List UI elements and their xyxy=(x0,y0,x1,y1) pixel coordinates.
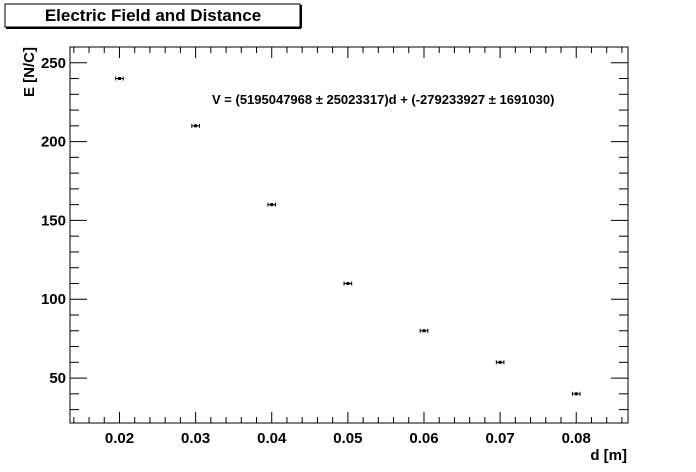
point-marker xyxy=(117,77,121,81)
x-tick-label: 0.07 xyxy=(486,430,515,447)
y-tick-label: 50 xyxy=(49,370,66,387)
x-axis: 0.02 0.03 0.04 0.05 0.06 0.07 0.08 xyxy=(73,47,623,447)
x-tick-label: 0.06 xyxy=(409,430,438,447)
point-marker xyxy=(346,281,350,285)
chart-title: Electric Field and Distance xyxy=(45,6,261,25)
data-series xyxy=(115,76,581,396)
y-tick-label: 200 xyxy=(41,134,66,151)
data-point xyxy=(343,281,353,286)
y-axis-title: E [N/C] xyxy=(21,47,38,97)
data-point xyxy=(191,123,200,128)
plot-frame xyxy=(69,46,629,424)
x-axis-title: d [m] xyxy=(590,447,627,464)
data-point xyxy=(267,202,277,207)
data-point xyxy=(495,360,505,365)
data-point xyxy=(115,76,124,81)
fit-annotation: V = (5195047968 ± 25023317)d + (-2792339… xyxy=(212,92,554,107)
point-marker xyxy=(194,124,198,128)
data-point xyxy=(571,391,581,396)
x-tick-label: 0.04 xyxy=(257,430,287,447)
y-tick-label: 250 xyxy=(41,55,66,72)
x-tick-label: 0.02 xyxy=(105,430,134,447)
point-marker xyxy=(270,203,274,207)
x-tick-label: 0.05 xyxy=(333,430,362,447)
y-tick-label: 150 xyxy=(41,212,66,229)
x-tick-label: 0.08 xyxy=(562,430,591,447)
point-marker xyxy=(498,360,502,364)
x-tick-label: 0.03 xyxy=(181,430,210,447)
point-marker xyxy=(574,392,578,396)
chart-title-box: Electric Field and Distance xyxy=(4,3,302,29)
point-marker xyxy=(422,329,426,333)
data-point xyxy=(419,328,429,333)
y-axis: 50 100 150 200 250 xyxy=(41,46,628,411)
y-tick-label: 100 xyxy=(41,291,66,308)
